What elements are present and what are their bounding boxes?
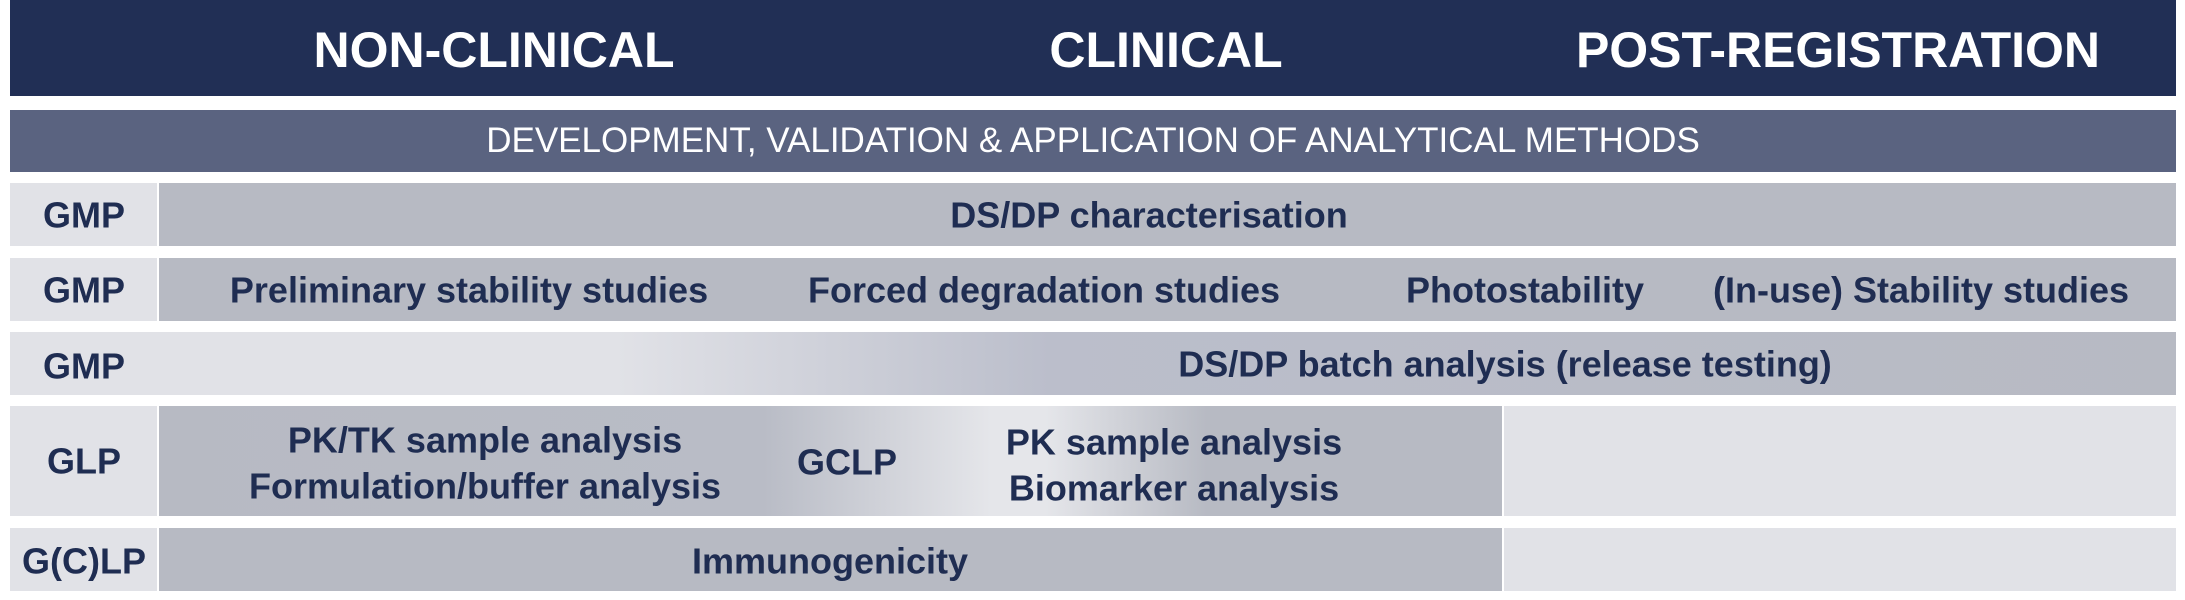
row5-tag: G(C)LP <box>22 540 146 582</box>
preliminary-stability-studies: Preliminary stability studies <box>229 269 709 311</box>
phase-post-registration: POST-REGISTRATION <box>1575 22 2101 78</box>
analytical-methods-banner: DEVELOPMENT, VALIDATION & APPLICATION OF… <box>10 110 2176 172</box>
biomarker-analysis: Biomarker analysis <box>1008 467 1340 509</box>
pk-tk-sample-analysis: PK/TK sample analysis <box>287 419 683 461</box>
formulation-buffer-analysis: Formulation/buffer analysis <box>248 465 722 507</box>
ds-dp-characterisation: DS/DP characterisation <box>950 194 1348 236</box>
row4-bar: PK/TK sample analysis Formulation/buffer… <box>159 406 1502 516</box>
row1-tag: GMP <box>42 194 126 236</box>
forced-degradation-studies: Forced degradation studies <box>807 269 1281 311</box>
phase-non-clinical: NON-CLINICAL <box>313 22 675 78</box>
in-use-stability-studies: (In-use) Stability studies <box>1712 269 2130 311</box>
pk-sample-analysis: PK sample analysis <box>1005 421 1343 463</box>
analytical-methods-title: DEVELOPMENT, VALIDATION & APPLICATION OF… <box>486 121 1700 160</box>
phase-clinical: CLINICAL <box>1049 22 1283 78</box>
row1-tag-cell: GMP <box>10 183 157 246</box>
row5-tag-cell: G(C)LP <box>10 528 157 591</box>
row4-tag-cell: GLP <box>10 406 157 516</box>
row3-tag: GMP <box>42 345 126 387</box>
row1-bar: DS/DP characterisation <box>159 183 2176 246</box>
ds-dp-batch-analysis: DS/DP batch analysis (release testing) <box>1178 343 1832 385</box>
row2-tag: GMP <box>42 269 126 311</box>
row4-tag: GLP <box>46 440 122 482</box>
row5-empty-cell <box>1504 528 2176 591</box>
gclp-tag: GCLP <box>796 441 898 483</box>
row3-bar: GMP DS/DP batch analysis (release testin… <box>10 332 2176 395</box>
row2-tag-cell: GMP <box>10 258 157 321</box>
phase-header: NON-CLINICAL CLINICAL POST-REGISTRATION <box>10 0 2176 96</box>
immunogenicity: Immunogenicity <box>691 540 969 582</box>
row5-bar: Immunogenicity <box>159 528 1502 591</box>
photostability: Photostability <box>1405 269 1645 311</box>
row4-empty-cell <box>1504 406 2176 516</box>
row2-bar: Preliminary stability studies Forced deg… <box>159 258 2176 321</box>
